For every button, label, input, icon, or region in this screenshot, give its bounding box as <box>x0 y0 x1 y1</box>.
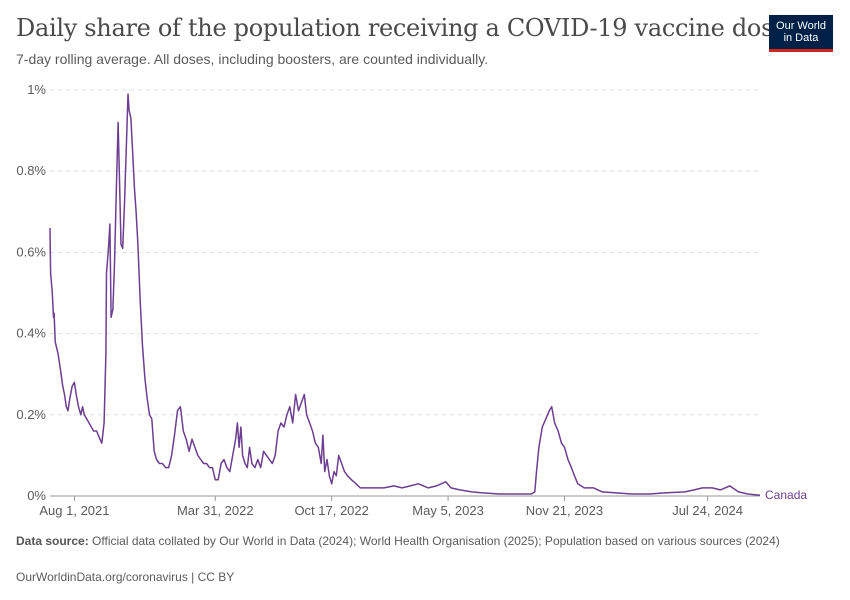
x-axis: Aug 1, 2021 Mar 31, 2022 Oct 17, 2022 May 5… <box>39 496 743 518</box>
logo-line-2: in Data <box>783 32 819 44</box>
gridlines <box>50 89 760 497</box>
y-tick-label: 0.4% <box>16 326 46 341</box>
logo-line-1: Our World <box>776 20 826 32</box>
series-label-canada[interactable]: Canada <box>765 488 807 502</box>
source-text: Official data collated by Our World in D… <box>92 534 780 548</box>
x-tick-label: Aug 1, 2021 <box>39 503 109 518</box>
y-axis: 0% 0.2% 0.4% 0.6% 0.8% 1% <box>16 82 46 503</box>
x-tick-label: Jul 24, 2024 <box>672 503 743 518</box>
source-note: Data source: Official data collated by O… <box>16 534 806 548</box>
x-tick-label: Nov 21, 2023 <box>526 503 603 518</box>
x-tick-label: May 5, 2023 <box>412 503 484 518</box>
y-tick-label: 0.8% <box>16 163 46 178</box>
y-tick-label: 1% <box>27 82 46 97</box>
series-line-canada[interactable] <box>49 93 761 496</box>
x-tick-label: Oct 17, 2022 <box>294 503 368 518</box>
chart-subtitle: 7-day rolling average. All doses, includ… <box>16 51 489 67</box>
y-tick-label: 0.6% <box>16 244 46 259</box>
chart-title: Daily share of the population receiving … <box>16 14 788 42</box>
y-tick-label: 0% <box>27 488 46 503</box>
footer-url[interactable]: OurWorldinData.org/coronavirus | CC BY <box>16 570 235 584</box>
owid-logo[interactable]: Our World in Data <box>769 15 833 52</box>
x-tick-label: Mar 31, 2022 <box>177 503 254 518</box>
y-tick-label: 0.2% <box>16 407 46 422</box>
series-layer: Canada <box>49 93 807 502</box>
source-label: Data source: <box>16 534 89 548</box>
